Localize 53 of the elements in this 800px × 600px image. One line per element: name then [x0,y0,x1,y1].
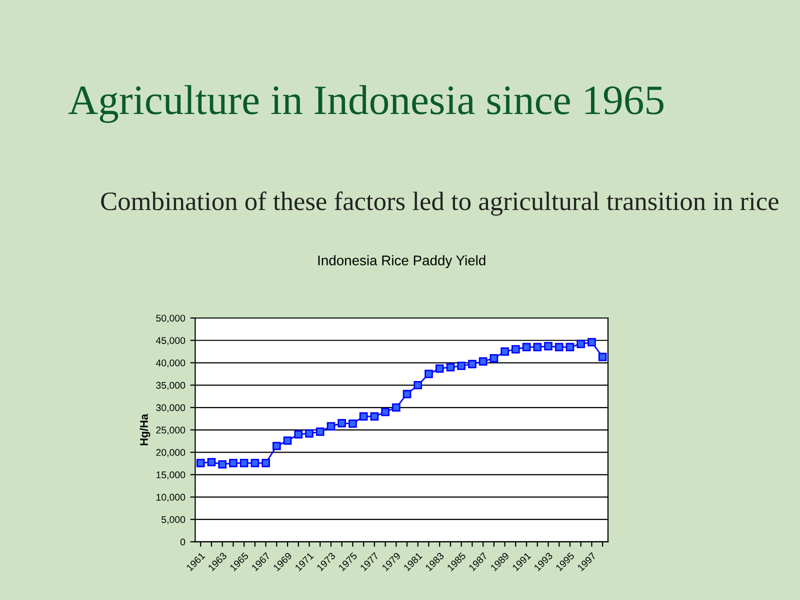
point [240,458,248,468]
point [598,352,607,362]
point [218,460,227,469]
point [588,338,596,346]
point [554,342,564,352]
y-tick-label: 40,000 [156,359,186,368]
point [414,380,422,390]
chart-title: Indonesia Rice Paddy Yield [318,255,486,268]
point [229,458,238,468]
y-tick-label: 5,000 [162,516,186,524]
point [392,403,400,412]
point [478,357,488,366]
point [576,340,586,348]
y-tick-label: 20,000 [156,449,186,458]
point [305,429,314,438]
point [370,412,379,421]
point [522,342,531,352]
point [348,419,357,428]
y-tick-label: 50,000 [156,314,186,323]
point [468,360,476,368]
text: Combination of these factors led to agricultural transition in rice [101,191,778,216]
point [338,419,346,428]
point [316,428,324,436]
point [294,430,303,439]
point [381,408,390,416]
point [511,345,520,354]
point [446,363,455,372]
point [500,347,509,356]
y-tick-label: 30,000 [156,404,186,412]
y-axis-title: Hg/Ha [140,414,150,446]
point [283,436,292,445]
y-tick-label: 15,000 [156,471,186,480]
y-tick-label: 45,000 [156,337,186,346]
point [457,362,466,370]
text: Agriculture in Indonesia since 1965 [68,85,664,123]
point [250,458,260,468]
point [533,342,542,352]
point [196,458,205,468]
point [490,354,498,362]
point [262,458,270,468]
point [544,342,552,350]
point [207,458,216,466]
point [326,422,336,430]
point [566,342,574,352]
point [424,370,433,378]
point [402,390,412,398]
y-tick-label: 35,000 [156,382,186,390]
point [272,442,281,450]
y-tick-label: 0 [180,538,186,546]
point [359,412,368,421]
y-tick-label: 10,000 [156,494,186,502]
point [435,364,444,373]
y-tick-label: 25,000 [156,426,186,435]
